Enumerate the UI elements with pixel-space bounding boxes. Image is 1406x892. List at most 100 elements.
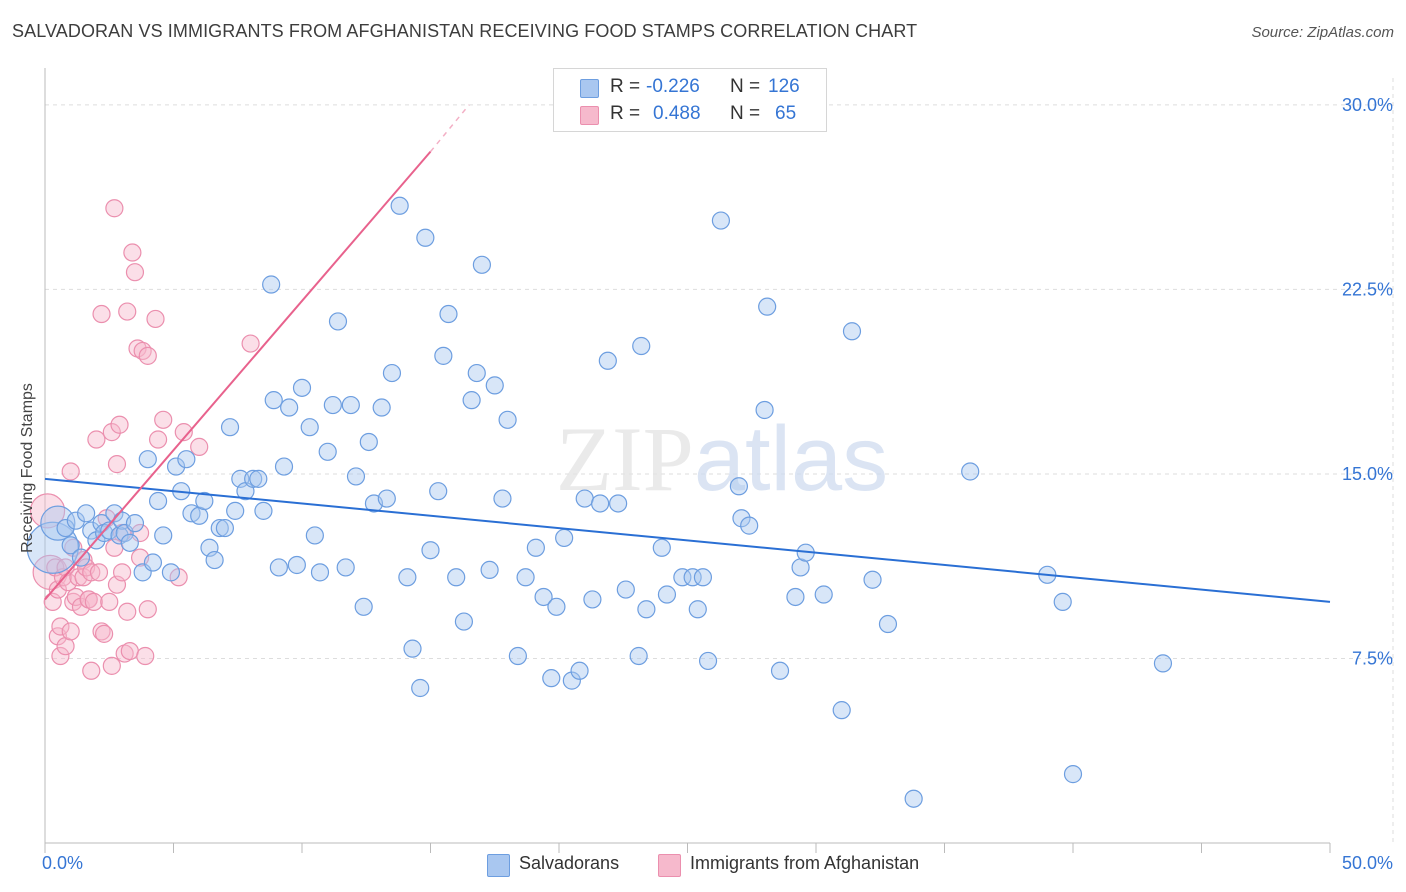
salvadoran-point bbox=[77, 504, 96, 523]
salvadoran-point bbox=[280, 398, 299, 417]
afghanistan-trend-extension bbox=[429, 104, 470, 153]
afghanistan-swatch bbox=[580, 106, 599, 125]
salvadoran-point bbox=[583, 590, 602, 609]
salvadoran-point bbox=[547, 597, 566, 616]
salvadoran-point bbox=[1053, 592, 1072, 611]
afghanistan-point bbox=[87, 430, 106, 449]
y-tick-label: 15.0% bbox=[1342, 464, 1393, 484]
afghanistan-point bbox=[102, 656, 121, 675]
salvadoran-point bbox=[832, 701, 851, 720]
salvadoran-point bbox=[120, 533, 139, 552]
afghanistan-point bbox=[138, 346, 157, 365]
salvadoran-point bbox=[359, 432, 378, 452]
salvadoran-point bbox=[372, 398, 391, 417]
salvadoran-trend-line bbox=[44, 477, 1331, 603]
afghanistan-point bbox=[51, 646, 70, 666]
salvadoran-point bbox=[61, 536, 80, 555]
afghanistan-point bbox=[100, 592, 119, 611]
salvadoran-point bbox=[382, 363, 402, 383]
salvadoran-point bbox=[100, 521, 119, 540]
afghanistan-point bbox=[136, 646, 155, 666]
salvadoran-point bbox=[652, 538, 671, 557]
salvadoran-point bbox=[467, 363, 486, 383]
x-tick-label: 50.0% bbox=[1342, 853, 1393, 873]
salvadoran-point bbox=[220, 418, 240, 437]
salvadoran-point bbox=[105, 504, 124, 523]
legend: Salvadorans Immigrants from Afghanistan bbox=[0, 852, 1406, 877]
afghanistan-point bbox=[146, 309, 165, 329]
afghanistan-point bbox=[82, 563, 101, 582]
y-tick-label: 7.5% bbox=[1352, 648, 1393, 668]
salvadoran-point bbox=[429, 482, 448, 501]
salvadoran-point bbox=[262, 275, 281, 294]
salvadoran-point bbox=[154, 526, 173, 545]
salvadoran-point bbox=[390, 196, 409, 215]
salvadoran-point bbox=[403, 639, 422, 658]
salvadoran-point bbox=[758, 297, 777, 316]
salvadoran-point bbox=[148, 491, 168, 511]
afghanistan-point bbox=[118, 302, 137, 321]
salvadoran-point bbox=[274, 457, 294, 476]
salvadoran-point bbox=[693, 568, 713, 587]
salvadoran-point bbox=[318, 442, 337, 461]
afghanistan-point bbox=[120, 641, 139, 661]
salvadoran-point bbox=[480, 560, 499, 580]
afghanistan-point bbox=[241, 334, 260, 353]
salvadoran-point bbox=[534, 587, 553, 607]
salvadoran-point bbox=[542, 669, 561, 688]
salvadoran-point bbox=[161, 563, 181, 582]
salvadoran-point bbox=[166, 457, 186, 476]
salvadoran-point bbox=[447, 568, 466, 587]
legend-label: Salvadorans bbox=[519, 853, 620, 873]
salvadoran-point bbox=[354, 597, 373, 616]
gridlines bbox=[45, 78, 1394, 843]
salvadoran-point bbox=[472, 255, 491, 274]
salvadoran-point bbox=[562, 671, 581, 690]
afghanistan-point bbox=[61, 462, 80, 481]
chart-title: SALVADORAN VS IMMIGRANTS FROM AFGHANISTA… bbox=[12, 21, 918, 41]
salvadoran-point bbox=[632, 336, 651, 356]
salvadoran-point bbox=[305, 526, 324, 545]
salvadoran-point bbox=[66, 511, 85, 530]
r-value: 0.488 bbox=[653, 103, 701, 124]
salvadoran-point bbox=[683, 568, 702, 587]
y-tick-label: 22.5% bbox=[1342, 279, 1393, 299]
salvadoran-point bbox=[177, 450, 196, 469]
afghanistan-point bbox=[82, 661, 101, 680]
salvadoran-point bbox=[26, 521, 79, 574]
afghanistan-point bbox=[84, 592, 103, 611]
salvadoran-point bbox=[341, 395, 360, 415]
afghanistan-point bbox=[154, 410, 173, 429]
n-value: 126 bbox=[768, 76, 800, 97]
salvadoran-point bbox=[287, 555, 306, 575]
r-label: R = bbox=[610, 76, 641, 97]
afghanistan-point bbox=[148, 430, 168, 449]
salvadoran-point bbox=[555, 528, 574, 548]
afghanistan-point bbox=[92, 304, 111, 324]
tick-labels: 7.5% 15.0% 22.5% 30.0% 0.0% 50.0% bbox=[42, 95, 1393, 873]
afghanistan-point bbox=[51, 617, 70, 636]
salvadoran-point bbox=[434, 346, 453, 365]
y-tick-label: 30.0% bbox=[1342, 95, 1393, 115]
afghanistan-trend-line bbox=[44, 150, 432, 601]
salvadoran-point bbox=[961, 462, 980, 481]
salvadoran-point bbox=[729, 477, 749, 496]
salvadoran-point bbox=[210, 518, 229, 538]
salvadoran-point bbox=[143, 553, 163, 572]
salvadoran-point bbox=[673, 568, 692, 587]
salvadoran-point bbox=[740, 516, 759, 535]
salvadoran-point bbox=[1153, 654, 1173, 673]
salvadoran-point bbox=[814, 585, 833, 604]
salvadoran-point bbox=[195, 491, 214, 511]
y-axis-label-wrap: Receiving Food Stamps bbox=[18, 383, 38, 553]
salvadoran-point bbox=[56, 518, 75, 538]
salvadoran-point bbox=[439, 304, 458, 324]
salvadoran-point bbox=[300, 418, 319, 437]
salvadoran-point bbox=[878, 614, 898, 634]
salvadoran-point bbox=[269, 558, 288, 577]
salvadoran-point bbox=[629, 646, 648, 666]
salvadoran-point bbox=[591, 494, 610, 513]
salvadoran-point bbox=[609, 494, 628, 513]
afghanistan-point bbox=[107, 455, 127, 474]
